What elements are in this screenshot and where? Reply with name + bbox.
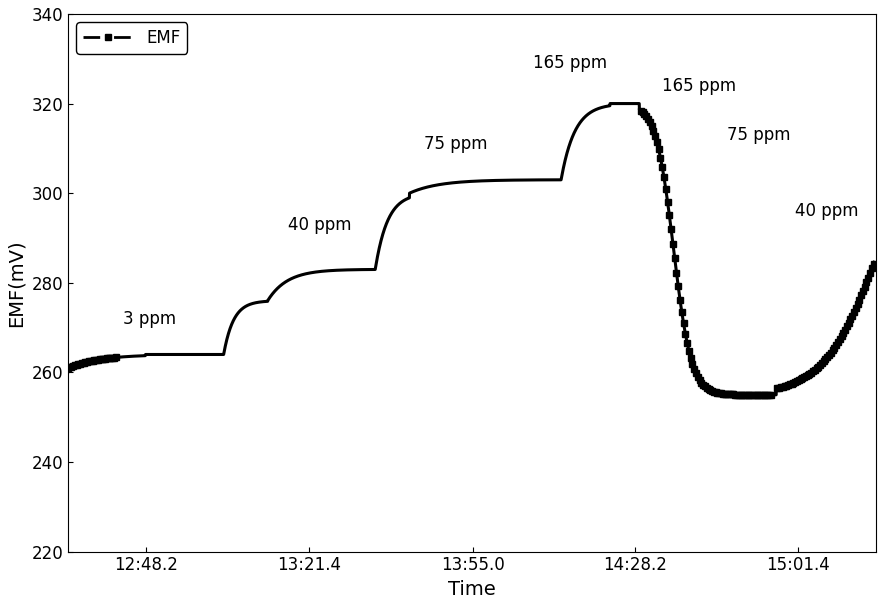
Y-axis label: EMF(mV): EMF(mV) [7,239,26,327]
Text: 40 ppm: 40 ppm [288,216,351,233]
Text: 40 ppm: 40 ppm [796,202,859,220]
Text: 75 ppm: 75 ppm [727,126,790,144]
Text: 75 ppm: 75 ppm [424,135,487,153]
Text: 165 ppm: 165 ppm [662,76,736,95]
Text: 3 ppm: 3 ppm [123,310,177,328]
X-axis label: Time: Time [449,580,496,599]
Legend: EMF: EMF [77,22,187,53]
Text: 165 ppm: 165 ppm [532,54,607,72]
